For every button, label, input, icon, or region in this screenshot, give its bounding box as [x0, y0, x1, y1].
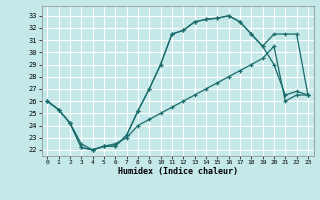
X-axis label: Humidex (Indice chaleur): Humidex (Indice chaleur) [118, 167, 237, 176]
